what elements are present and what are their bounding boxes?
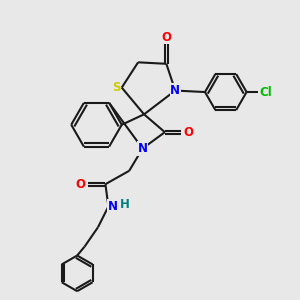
Text: N: N xyxy=(170,84,180,97)
Text: S: S xyxy=(112,81,121,94)
Text: N: N xyxy=(138,142,148,155)
Text: H: H xyxy=(120,199,130,212)
Text: O: O xyxy=(75,178,85,191)
Text: O: O xyxy=(161,31,171,44)
Text: Cl: Cl xyxy=(260,85,272,98)
Text: O: O xyxy=(184,126,194,139)
Text: N: N xyxy=(108,200,118,213)
